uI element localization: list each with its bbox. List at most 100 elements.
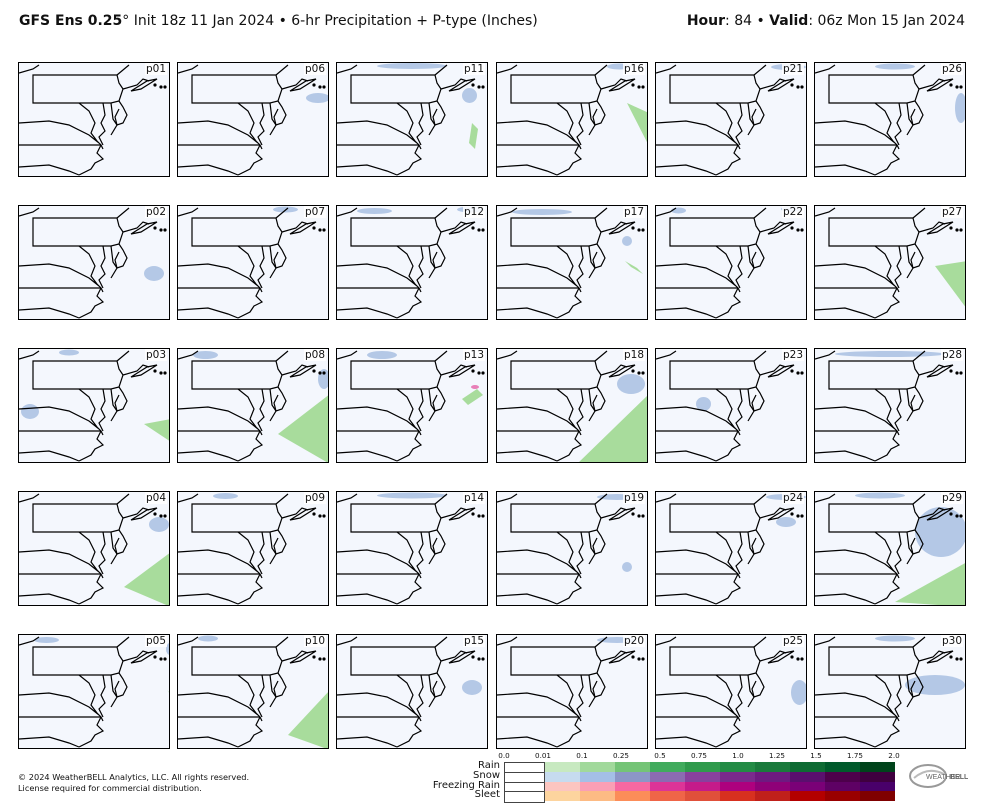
legend-swatch xyxy=(615,772,650,782)
island xyxy=(153,369,157,373)
member-label: p21 xyxy=(781,63,804,75)
state-boundary xyxy=(448,78,476,92)
island xyxy=(153,226,157,230)
rain-area xyxy=(895,563,965,605)
panel-map xyxy=(656,350,804,462)
legend-swatch xyxy=(650,782,685,792)
member-label: p07 xyxy=(303,206,326,218)
rain-area xyxy=(144,419,169,441)
island xyxy=(471,83,475,87)
member-label: p17 xyxy=(622,206,645,218)
state-boundary xyxy=(178,287,263,293)
legend-swatch xyxy=(825,772,860,782)
island xyxy=(318,514,322,518)
state-boundary xyxy=(497,245,580,289)
member-label: p23 xyxy=(781,349,804,361)
island xyxy=(322,657,326,661)
member-panel-p25: p25 xyxy=(655,634,807,749)
member-panel-p02: p02 xyxy=(18,205,170,320)
state-boundary xyxy=(656,245,739,289)
legend-tick: 1.5 xyxy=(810,751,822,760)
island xyxy=(318,85,322,89)
state-boundary xyxy=(497,64,628,90)
state-boundary xyxy=(656,674,739,718)
member-label: p09 xyxy=(303,492,326,504)
state-boundary xyxy=(396,144,423,176)
legend-swatch xyxy=(755,772,790,782)
island xyxy=(477,85,481,89)
state-boundary xyxy=(767,78,795,92)
snow-area xyxy=(462,88,477,103)
panel-map xyxy=(497,493,645,605)
state-boundary xyxy=(19,531,102,575)
state-boundary xyxy=(669,74,761,104)
state-boundary xyxy=(178,350,309,376)
state-boundary xyxy=(497,388,580,432)
state-boundary xyxy=(237,287,264,319)
snow-area xyxy=(512,209,572,215)
legend-tick: 0.01 xyxy=(534,751,552,760)
state-boundary xyxy=(815,736,876,748)
state-boundary xyxy=(178,716,263,722)
state-boundary xyxy=(448,221,476,235)
state-boundary xyxy=(576,388,596,432)
member-panel-p24: p24 xyxy=(655,491,807,606)
legend-swatch xyxy=(580,791,615,801)
snow-area xyxy=(149,517,169,532)
state-boundary xyxy=(497,102,580,146)
island xyxy=(641,228,645,232)
legend-color-bar xyxy=(504,762,895,774)
state-boundary xyxy=(497,573,582,579)
legend-swatch xyxy=(720,772,755,782)
island xyxy=(959,514,963,518)
state-boundary xyxy=(350,503,442,533)
panel-map xyxy=(656,636,806,748)
legend-color-bar xyxy=(504,791,895,803)
panel-map xyxy=(497,636,645,748)
island xyxy=(481,228,485,232)
state-boundary xyxy=(257,245,277,289)
state-boundary xyxy=(178,430,263,436)
state-boundary xyxy=(926,78,954,92)
island xyxy=(481,657,485,661)
member-label: p15 xyxy=(462,635,485,647)
member-panel-p22: p22 xyxy=(655,205,807,320)
state-boundary xyxy=(432,386,446,412)
state-boundary xyxy=(337,593,398,605)
island xyxy=(949,226,953,230)
state-boundary xyxy=(828,646,920,676)
member-label: p14 xyxy=(462,492,485,504)
island xyxy=(955,514,959,518)
state-boundary xyxy=(767,364,795,378)
snow-area xyxy=(59,349,79,356)
state-boundary xyxy=(237,430,264,462)
state-boundary xyxy=(114,243,128,269)
legend-swatch xyxy=(615,791,650,801)
rain-area xyxy=(625,261,643,274)
valid-value: : 06z Mon 15 Jan 2024 xyxy=(808,13,965,29)
snow-area xyxy=(377,63,447,69)
snow-area xyxy=(622,236,632,246)
snow-area xyxy=(875,635,915,642)
state-boundary xyxy=(608,507,636,521)
member-panel-p12: p12 xyxy=(336,205,488,320)
legend-swatch xyxy=(860,791,895,801)
island xyxy=(163,371,167,375)
member-label: p08 xyxy=(303,349,326,361)
state-boundary xyxy=(751,529,765,555)
state-boundary xyxy=(178,164,239,176)
state-boundary xyxy=(396,287,423,319)
panel-map xyxy=(337,350,485,462)
state-boundary xyxy=(874,573,901,605)
island xyxy=(796,371,800,375)
member-label: p19 xyxy=(622,492,645,504)
state-boundary xyxy=(32,646,124,676)
state-boundary xyxy=(337,531,420,575)
snow-area xyxy=(776,517,796,527)
state-boundary xyxy=(350,74,442,104)
state-boundary xyxy=(114,529,128,555)
state-boundary xyxy=(815,674,898,718)
state-boundary xyxy=(178,674,261,718)
legend-swatch xyxy=(685,791,720,801)
state-boundary xyxy=(19,674,102,718)
